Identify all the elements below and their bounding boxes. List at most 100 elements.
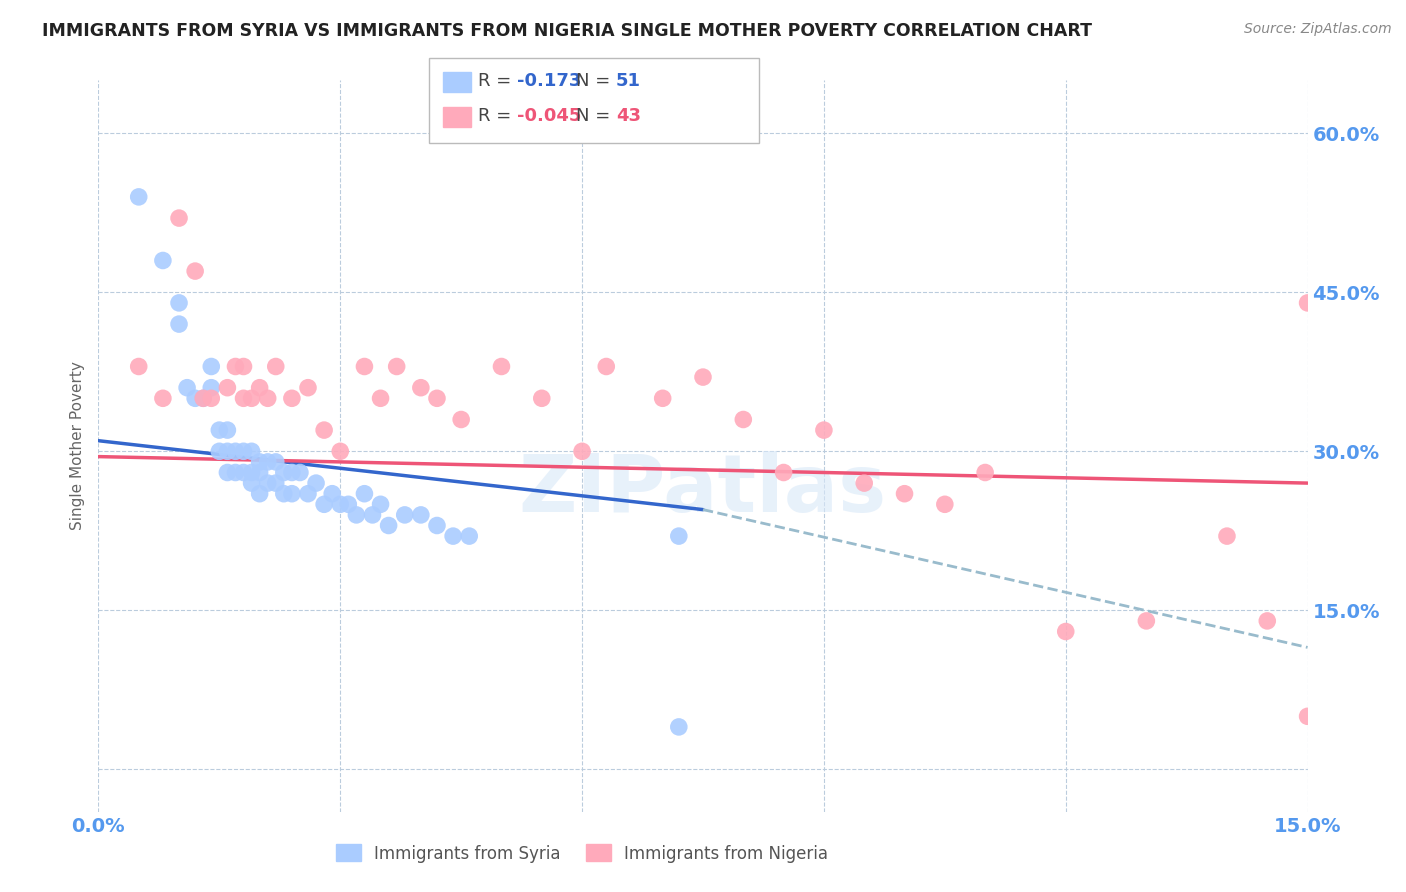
- Point: [184, 264, 207, 278]
- Point: [167, 211, 190, 225]
- Point: [128, 359, 150, 374]
- Legend: Immigrants from Syria, Immigrants from Nigeria: Immigrants from Syria, Immigrants from N…: [329, 838, 835, 869]
- Point: [193, 392, 215, 406]
- Point: [273, 486, 295, 500]
- Point: [1216, 529, 1239, 543]
- Point: [232, 444, 254, 458]
- Point: [458, 529, 481, 543]
- Point: [232, 359, 254, 374]
- Text: R =: R =: [478, 72, 517, 90]
- Point: [491, 359, 513, 374]
- Point: [305, 476, 328, 491]
- Point: [176, 381, 198, 395]
- Point: [249, 466, 271, 480]
- Point: [595, 359, 617, 374]
- Point: [224, 444, 246, 458]
- Point: [281, 466, 304, 480]
- Point: [256, 392, 278, 406]
- Point: [288, 466, 311, 480]
- Point: [1296, 296, 1319, 310]
- Text: N =: N =: [576, 107, 616, 125]
- Point: [217, 444, 239, 458]
- Point: [370, 497, 392, 511]
- Point: [377, 518, 399, 533]
- Text: R =: R =: [478, 107, 517, 125]
- Point: [240, 476, 263, 491]
- Text: -0.173: -0.173: [517, 72, 582, 90]
- Point: [441, 529, 464, 543]
- Point: [217, 423, 239, 437]
- Point: [264, 455, 287, 469]
- Point: [184, 392, 207, 406]
- Point: [297, 486, 319, 500]
- Point: [240, 444, 263, 458]
- Point: [224, 466, 246, 480]
- Point: [264, 359, 287, 374]
- Point: [353, 486, 375, 500]
- Point: [813, 423, 835, 437]
- Point: [193, 392, 215, 406]
- Point: [409, 508, 432, 522]
- Point: [668, 529, 690, 543]
- Point: [385, 359, 408, 374]
- Point: [297, 381, 319, 395]
- Point: [692, 370, 714, 384]
- Point: [1054, 624, 1077, 639]
- Point: [974, 466, 997, 480]
- Text: -0.045: -0.045: [517, 107, 582, 125]
- Point: [217, 381, 239, 395]
- Point: [370, 392, 392, 406]
- Point: [530, 392, 553, 406]
- Point: [208, 444, 231, 458]
- Point: [1135, 614, 1157, 628]
- Point: [772, 466, 794, 480]
- Point: [281, 392, 304, 406]
- Point: [668, 720, 690, 734]
- Point: [167, 317, 190, 331]
- Point: [232, 466, 254, 480]
- Point: [200, 392, 222, 406]
- Point: [651, 392, 673, 406]
- Point: [232, 392, 254, 406]
- Point: [314, 423, 336, 437]
- Y-axis label: Single Mother Poverty: Single Mother Poverty: [70, 361, 86, 531]
- Point: [329, 497, 352, 511]
- Point: [240, 466, 263, 480]
- Point: [152, 392, 174, 406]
- Text: 43: 43: [616, 107, 641, 125]
- Point: [409, 381, 432, 395]
- Point: [128, 190, 150, 204]
- Point: [152, 253, 174, 268]
- Point: [426, 518, 449, 533]
- Point: [321, 486, 343, 500]
- Point: [249, 455, 271, 469]
- Point: [273, 466, 295, 480]
- Point: [200, 381, 222, 395]
- Point: [934, 497, 956, 511]
- Text: Source: ZipAtlas.com: Source: ZipAtlas.com: [1244, 22, 1392, 37]
- Point: [853, 476, 876, 491]
- Point: [353, 359, 375, 374]
- Point: [426, 392, 449, 406]
- Point: [1296, 709, 1319, 723]
- Point: [314, 497, 336, 511]
- Point: [1256, 614, 1278, 628]
- Point: [329, 444, 352, 458]
- Point: [264, 476, 287, 491]
- Point: [733, 412, 755, 426]
- Point: [200, 359, 222, 374]
- Text: IMMIGRANTS FROM SYRIA VS IMMIGRANTS FROM NIGERIA SINGLE MOTHER POVERTY CORRELATI: IMMIGRANTS FROM SYRIA VS IMMIGRANTS FROM…: [42, 22, 1092, 40]
- Text: ZIPatlas: ZIPatlas: [519, 450, 887, 529]
- Point: [208, 423, 231, 437]
- Point: [337, 497, 360, 511]
- Point: [224, 359, 246, 374]
- Point: [394, 508, 416, 522]
- Point: [893, 486, 915, 500]
- Point: [281, 486, 304, 500]
- Text: N =: N =: [576, 72, 616, 90]
- Point: [256, 455, 278, 469]
- Point: [240, 392, 263, 406]
- Point: [249, 381, 271, 395]
- Point: [249, 486, 271, 500]
- Point: [361, 508, 384, 522]
